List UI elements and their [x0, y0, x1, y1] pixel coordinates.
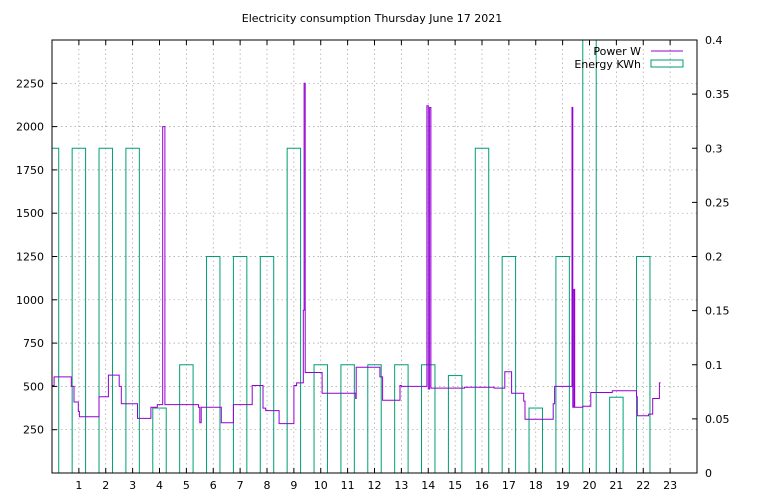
x-tick-label: 12	[368, 479, 382, 492]
x-tick-label: 10	[314, 479, 328, 492]
legend-label-energy: Energy KWh	[574, 58, 641, 71]
legend-swatch-energy	[650, 59, 684, 68]
y-tick-label: 1000	[16, 294, 44, 307]
x-tick-label: 14	[421, 479, 435, 492]
x-tick-label: 20	[583, 479, 597, 492]
y2-tick-label: 0.05	[705, 413, 730, 426]
y2-tick-label: 0	[705, 467, 712, 480]
x-tick-label: 13	[394, 479, 408, 492]
x-tick-label: 11	[341, 479, 355, 492]
y2-tick-label: 0.25	[705, 196, 730, 209]
x-tick-label: 7	[237, 479, 244, 492]
legend: Power W Energy KWh	[574, 45, 684, 71]
x-tick-label: 8	[264, 479, 271, 492]
y-tick-label: 2000	[16, 121, 44, 134]
power-line	[52, 82, 661, 425]
x-tick-label: 19	[556, 479, 570, 492]
y-tick-label: 1500	[16, 207, 44, 220]
x-tick-label: 16	[475, 479, 489, 492]
x-tick-label: 1	[75, 479, 82, 492]
x-tick-label: 22	[636, 479, 650, 492]
x-tick-label: 21	[609, 479, 623, 492]
tick-labels: 1 2 3 4 5 6 7 8 9 10 11 12 13 14 15 16 17 18 19 20 21 22 23250…	[16, 34, 730, 492]
x-tick-label: 3	[129, 479, 136, 492]
y2-tick-label: 0.1	[705, 359, 723, 372]
x-tick-label: 17	[502, 479, 516, 492]
y-tick-label: 1750	[16, 164, 44, 177]
power-line-group	[52, 82, 661, 425]
y2-tick-label: 0.35	[705, 88, 730, 101]
x-tick-label: 18	[529, 479, 543, 492]
y2-tick-label: 0.4	[705, 34, 723, 47]
y-tick-label: 1250	[16, 251, 44, 264]
x-tick-label: 15	[448, 479, 462, 492]
x-tick-label: 6	[210, 479, 217, 492]
x-tick-label: 23	[663, 479, 677, 492]
x-tick-label: 2	[102, 479, 109, 492]
y2-tick-label: 0.3	[705, 142, 723, 155]
y-tick-label: 2250	[16, 77, 44, 90]
x-tick-label: 4	[156, 479, 163, 492]
chart-title: Electricity consumption Thursday June 17…	[242, 12, 502, 25]
y2-tick-label: 0.2	[705, 251, 723, 264]
y2-tick-label: 0.15	[705, 305, 730, 318]
y-tick-label: 500	[23, 380, 44, 393]
x-tick-label: 5	[183, 479, 190, 492]
y-tick-label: 250	[23, 424, 44, 437]
legend-label-power: Power W	[593, 45, 641, 58]
y-tick-label: 750	[23, 337, 44, 350]
x-tick-label: 9	[290, 479, 297, 492]
tick-marks	[52, 39, 697, 474]
